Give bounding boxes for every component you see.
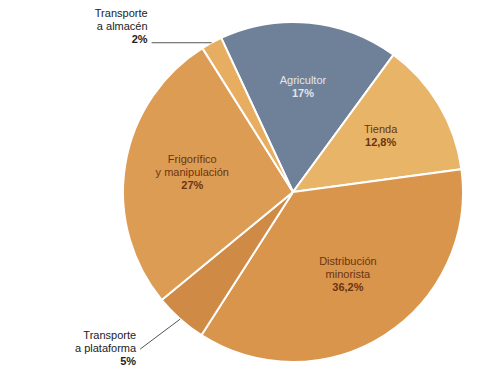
svg-text:Frigoríficoy manipulación27%: Frigoríficoy manipulación27% xyxy=(156,153,229,191)
svg-text:Transportea almacén2%: Transportea almacén2% xyxy=(95,7,148,45)
svg-text:Agricultor17%: Agricultor17% xyxy=(280,74,327,99)
svg-text:Distribuciónminorista36,2%: Distribuciónminorista36,2% xyxy=(319,255,376,293)
svg-text:Tienda12,8%: Tienda12,8% xyxy=(364,123,398,148)
svg-text:Transportea plataforma5%: Transportea plataforma5% xyxy=(75,329,137,367)
